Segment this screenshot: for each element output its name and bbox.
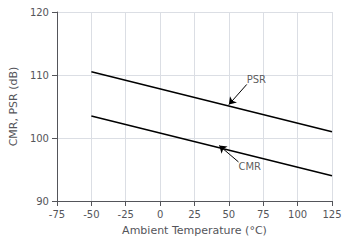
- svg-text:-75: -75: [49, 209, 65, 220]
- svg-text:-25: -25: [118, 209, 134, 220]
- svg-text:100: 100: [288, 209, 307, 220]
- svg-text:120: 120: [30, 7, 49, 18]
- svg-text:110: 110: [30, 70, 49, 81]
- svg-text:100: 100: [30, 133, 49, 144]
- svg-text:90: 90: [36, 196, 49, 207]
- svg-text:50: 50: [223, 209, 236, 220]
- svg-text:Ambient Temperature (°C): Ambient Temperature (°C): [122, 224, 267, 237]
- svg-text:CMR, PSR (dB): CMR, PSR (dB): [7, 67, 20, 147]
- svg-text:PSR: PSR: [247, 74, 266, 85]
- svg-text:75: 75: [257, 209, 270, 220]
- svg-text:-50: -50: [83, 209, 99, 220]
- svg-text:125: 125: [322, 209, 341, 220]
- svg-text:CMR: CMR: [238, 161, 261, 172]
- svg-text:0: 0: [157, 209, 163, 220]
- svg-text:25: 25: [188, 209, 201, 220]
